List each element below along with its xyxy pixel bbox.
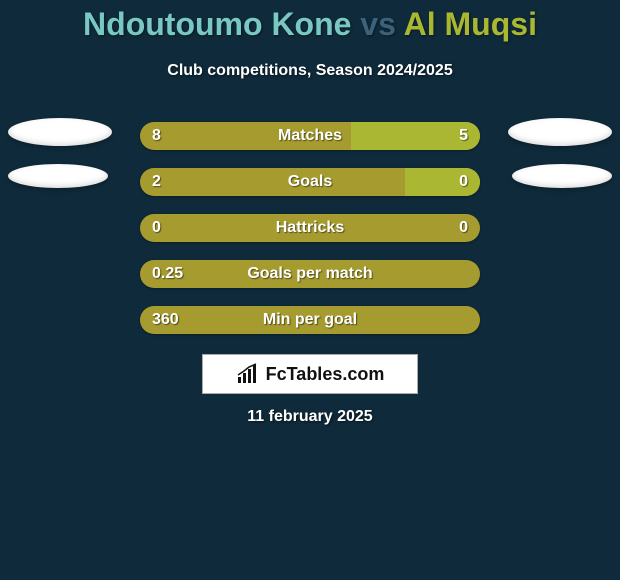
- stat-right-value: 0: [459, 214, 468, 242]
- stat-left-value: 360: [152, 306, 179, 334]
- stat-bar-right-fill: [405, 168, 480, 196]
- player-right-avatar: [512, 164, 612, 188]
- title-vs: vs: [351, 6, 403, 42]
- brand-badge: FcTables.com: [202, 354, 418, 394]
- stat-row: 0 0Hattricks: [0, 200, 620, 246]
- stat-right-value: 5: [459, 122, 468, 150]
- stat-right-value: 0: [459, 168, 468, 196]
- stat-left-value: 0: [152, 214, 161, 242]
- stat-row: 85Matches: [0, 108, 620, 154]
- comparison-infographic: Ndoutoumo Kone vs Al Muqsi Club competit…: [0, 0, 620, 580]
- stat-row: 0.25Goals per match: [0, 246, 620, 292]
- stat-row: 360Min per goal: [0, 292, 620, 338]
- stat-row: 20Goals: [0, 154, 620, 200]
- stat-bar: 85Matches: [140, 122, 480, 150]
- stat-left-value: 0.25: [152, 260, 183, 288]
- stat-left-value: 8: [152, 122, 161, 150]
- page-title: Ndoutoumo Kone vs Al Muqsi: [0, 6, 620, 43]
- player-left-avatar: [8, 164, 108, 188]
- player-right-name: Al Muqsi: [404, 6, 537, 42]
- brand-chart-icon: [236, 363, 262, 385]
- stat-bar: 0 0Hattricks: [140, 214, 480, 242]
- stat-rows: 85Matches20Goals00Hattricks0.25Goals per…: [0, 108, 620, 338]
- player-right-avatar: [508, 118, 612, 146]
- stat-label: Min per goal: [140, 306, 480, 334]
- date-text: 11 february 2025: [0, 408, 620, 426]
- stat-bar: 0.25Goals per match: [140, 260, 480, 288]
- player-left-avatar: [8, 118, 112, 146]
- stat-left-value: 2: [152, 168, 161, 196]
- stat-label: Hattricks: [140, 214, 480, 242]
- subtitle: Club competitions, Season 2024/2025: [0, 62, 620, 80]
- stat-label: Goals per match: [140, 260, 480, 288]
- stat-bar: 20Goals: [140, 168, 480, 196]
- player-left-name: Ndoutoumo Kone: [83, 6, 351, 42]
- stat-bar: 360Min per goal: [140, 306, 480, 334]
- brand-text: FcTables.com: [266, 364, 385, 385]
